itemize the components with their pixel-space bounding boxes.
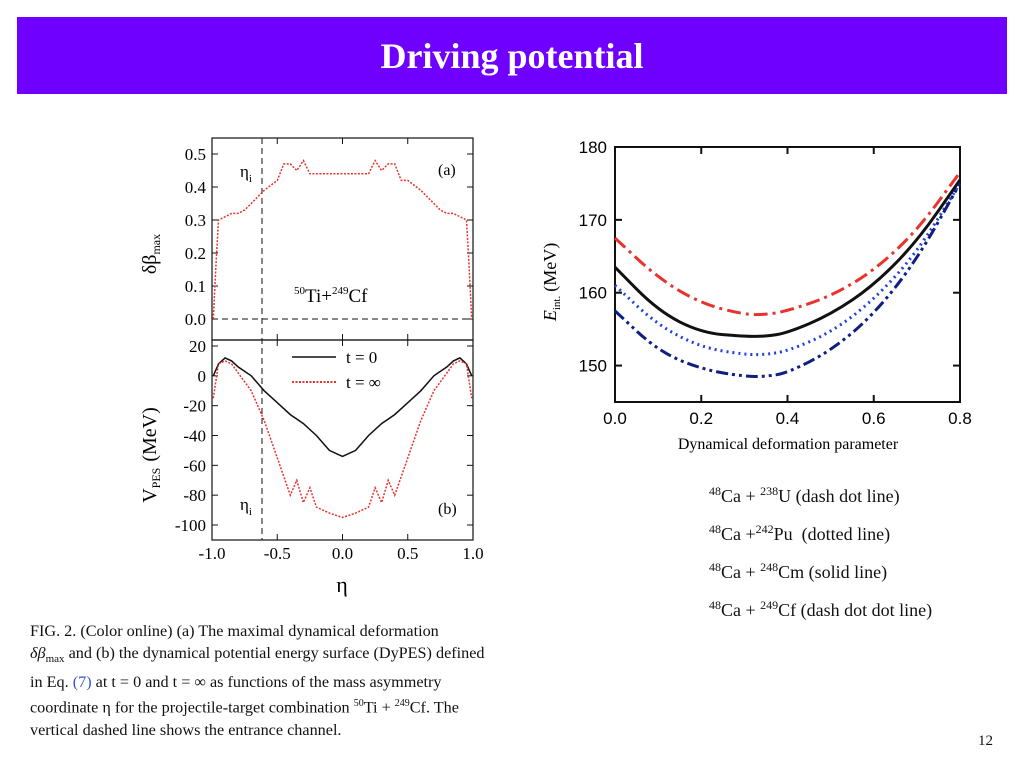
panel-b-tag: (b)	[438, 501, 457, 518]
x-tick-label: 0.0	[603, 409, 627, 428]
y-tick-label: 180	[579, 138, 607, 157]
y-tick-label: 170	[579, 211, 607, 230]
caption-line-4: coordinate η for the projectile-target c…	[30, 698, 459, 717]
y-tick-label: -80	[183, 486, 206, 505]
title-bar: Driving potential	[17, 17, 1007, 94]
x-axis-label: η	[336, 572, 348, 597]
x-tick-label: 0.4	[776, 409, 800, 428]
panel-b-eta-i: ηi	[240, 495, 252, 518]
caption-line-1: FIG. 2. (Color online) (a) The maximal d…	[30, 622, 439, 640]
series-line-a	[212, 159, 473, 320]
y-tick-label: 0	[198, 367, 207, 386]
legend-row: 48Ca +242Pu (dotted line)	[709, 522, 891, 544]
x-tick-label: 0.5	[397, 544, 418, 563]
y-tick-label: 0.5	[185, 145, 206, 164]
series-line-b-t0	[212, 357, 473, 458]
legend-row: 48Ca + 238U (dash dot line)	[709, 484, 900, 506]
x-tick-label: 0.2	[689, 409, 713, 428]
y-tick-label: 0.1	[185, 277, 206, 296]
slide-title: Driving potential	[380, 35, 644, 76]
legend-t0-label: t = 0	[346, 348, 377, 367]
legend-row: 48Ca + 248Cm (solid line)	[709, 560, 888, 582]
series-line-b-tinf	[212, 360, 473, 519]
y-tick-label: -40	[183, 427, 206, 446]
y-tick-label: 0.4	[185, 178, 207, 197]
right-figure: 180 170 160 150 0.0 0.2 0.4 0.6 0.8 Eint.(MeV) D…	[540, 138, 972, 453]
x-tick-label: 0.0	[332, 544, 353, 563]
series-line-ca-u	[613, 170, 962, 317]
left-figure: 0.5 0.4 0.3 0.2 0.1 0.0 20 0 -20 -40 -60 -80 -100 -1.…	[139, 137, 484, 597]
reaction-label: 50Ti+249Cf	[294, 285, 368, 307]
y-tick-label: -60	[183, 456, 206, 475]
x-tick-label: -1.0	[199, 544, 226, 563]
right-xlabel: Dynamical deformation parameter	[678, 436, 899, 453]
y-tick-label: 0.3	[185, 211, 206, 230]
series-line-ca-cf	[613, 182, 962, 379]
page-number: 12	[978, 733, 993, 749]
legend-tinf-label: t = ∞	[346, 373, 381, 392]
right-plot-frame	[614, 146, 961, 403]
caption-line-3: in Eq. (7) at t = 0 and t = ∞ as functio…	[30, 672, 442, 691]
panel-a-eta-i: ηi	[240, 162, 252, 185]
y-tick-label: 0.0	[185, 310, 206, 329]
reaction-legend-list: 48Ca + 238U (dash dot line) 48Ca +242Pu (…	[709, 478, 932, 630]
caption-line-5: vertical dashed line shows the entrance …	[30, 720, 342, 739]
series-line-ca-cm	[613, 178, 962, 338]
right-ylabel: Eint.(MeV)	[540, 243, 563, 322]
y-tick-label: -100	[175, 516, 206, 535]
x-tick-label: -0.5	[264, 544, 291, 563]
panel-a-tag: (a)	[438, 162, 456, 179]
panel-a-ylabel: δβmax	[139, 234, 163, 274]
x-tick-label: 0.8	[948, 409, 972, 428]
caption-line-2: δβmax and (b) the dynamical potential en…	[30, 644, 485, 666]
figure-caption: FIG. 2. (Color online) (a) The maximal d…	[30, 620, 578, 741]
legend-row: 48Ca + 249Cf (dash dot dot line)	[709, 598, 933, 620]
x-tick-label: 1.0	[462, 544, 483, 563]
y-tick-label: 150	[579, 357, 607, 376]
y-tick-label: -20	[183, 397, 206, 416]
y-tick-label: 160	[579, 284, 607, 303]
panel-b-ylabel: VPES(MeV)	[139, 407, 163, 503]
x-tick-label: 0.6	[862, 409, 886, 428]
equation-ref-link[interactable]: (7)	[72, 672, 92, 691]
y-tick-label: 20	[189, 337, 206, 356]
y-tick-label: 0.2	[185, 244, 206, 263]
series-line-ca-pu	[613, 181, 962, 357]
